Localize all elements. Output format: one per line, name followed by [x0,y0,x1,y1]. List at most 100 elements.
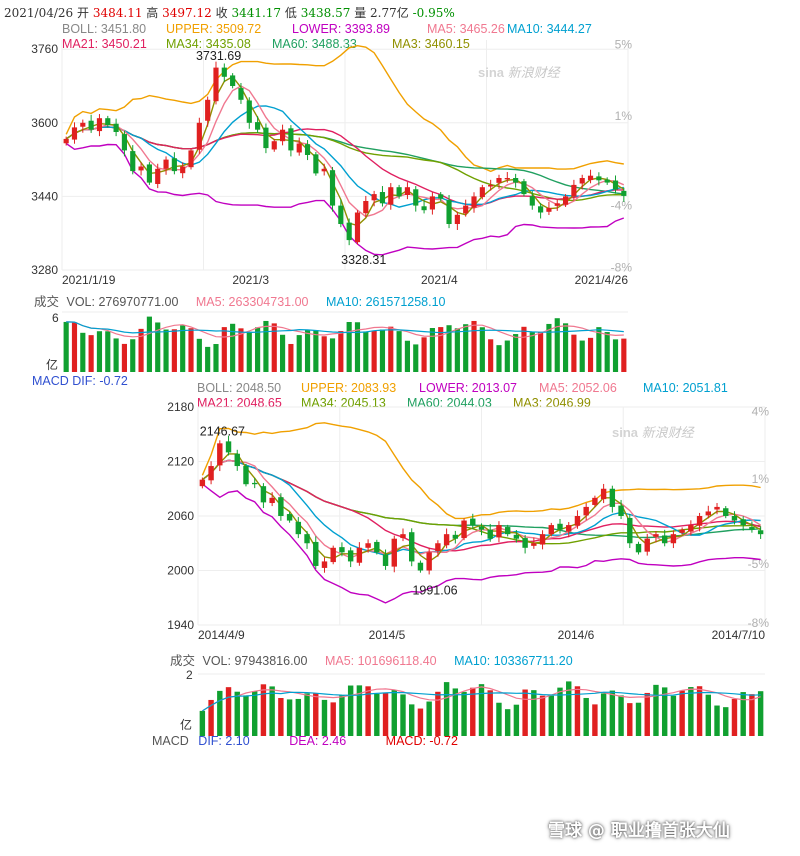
volume-bar [346,322,352,372]
top-volume-chart [62,311,628,372]
candle-body [234,453,240,467]
candle-body [504,178,510,180]
candle-body [463,205,469,214]
info-change: -0.95% [412,6,455,20]
candle-body [531,543,537,546]
volume-bar [600,693,607,736]
x-tick-label: 2014/6 [558,628,595,642]
info-close: 3441.17 [231,6,282,20]
vol-legend-vol: VOL: 276970771.00 [66,295,179,309]
volume-bar [757,691,764,736]
vol-legend-ma5: MA5: 101696118.40 [324,654,437,668]
volume-bar [246,331,252,372]
legend-ma5: MA5: 3465.26 [427,22,505,36]
candle-body [705,511,712,516]
candle-body [396,187,402,197]
volume-bar [443,682,450,736]
info-open: 3484.11 [92,6,143,20]
volume-bar [391,690,397,736]
info-high-label: 高 [146,6,159,20]
watermark-logo: sina [478,65,505,80]
volume-bar [749,694,755,736]
candle-body [618,505,624,516]
candle-body [513,178,519,183]
candle-body [696,516,703,526]
legend-ma3: MA3: 3460.15 [392,37,470,51]
candle-body [679,529,685,533]
candle-body [554,203,560,206]
volume-bar [180,325,186,372]
candle-body [579,178,585,184]
volume-bar [478,684,485,736]
candle-body [454,214,460,224]
legend-boll: BOLL: 3451.80 [62,22,147,36]
volume-bar [208,699,214,736]
x-tick-label: 2021/3 [232,273,269,287]
volume-bar [621,338,627,372]
volume-bar [609,690,616,736]
y-tick-label: 2000 [167,564,194,578]
volume-bar [279,334,286,372]
candle-body [146,164,152,183]
candle-body [88,120,94,130]
volume-bar [339,695,345,736]
volume-bar [592,704,598,736]
volume-bar [382,693,389,736]
volume-bar [583,697,589,736]
info-close-label: 收 [215,6,228,20]
candle-body [288,128,294,151]
series-line-ma5 [65,85,625,218]
bottom-vol-unit: 亿 [180,718,193,732]
x-tick-label: 2014/4/9 [198,628,245,642]
candle-body [196,122,202,150]
series-line-lower [65,142,625,256]
x-tick-label: 2014/7/10 [712,628,766,642]
bottom-watermark: sina 新浪财经 [612,422,694,441]
volume-bar [286,699,293,736]
candle-body [71,127,78,140]
volume-bar [354,322,361,372]
vol-legend-ma5: MA5: 263304731.00 [195,295,309,309]
volume-bar [635,702,642,736]
candle-body [635,543,642,553]
top-volume-legend: 成交 VOL: 276970771.00 MA5: 263304731.00 M… [34,291,446,310]
series-line-ma10 [201,459,761,557]
candle-body [321,168,327,172]
candle-body [443,534,450,546]
candle-body [63,138,69,144]
volume-bar [404,340,411,372]
candle-body [521,181,527,195]
candle-body [539,534,546,545]
volume-bar [321,336,327,372]
candle-body [113,123,119,132]
volume-bar [627,703,633,736]
volume-bar [513,334,519,372]
volume-bar [557,687,563,736]
candle-body [260,486,267,503]
candle-body [163,159,169,169]
volume-bar [221,327,227,372]
candle-body [562,196,569,205]
volume-bar [644,692,650,736]
volume-bar [539,695,546,736]
candle-body [255,122,261,130]
y-tick-label: 2180 [167,400,194,414]
candle-body [714,506,720,510]
candle-body [330,547,336,563]
candle-body [731,516,738,521]
pct-tick-label: 5% [615,38,633,52]
candle-body [321,561,328,568]
candle-body [604,179,610,183]
xueqiu-credit-watermark: 雪球 @ 职业撸首张大仙 [548,821,730,841]
volume-bar [238,328,244,372]
series-line-upper [201,422,761,520]
candle-body [296,143,302,153]
volume-bar [105,331,111,372]
volume-bar [225,687,232,736]
pct-tick-label: -8% [611,261,633,275]
bottom-volume-legend: 成交 VOL: 97943816.00 MA5: 101696118.40 MA… [170,650,573,669]
legend-lower: LOWER: 2013.07 [419,381,517,395]
volume-bar [388,326,394,372]
legend-ma60: MA60: 3488.33 [272,37,357,51]
volume-bar [688,687,694,736]
